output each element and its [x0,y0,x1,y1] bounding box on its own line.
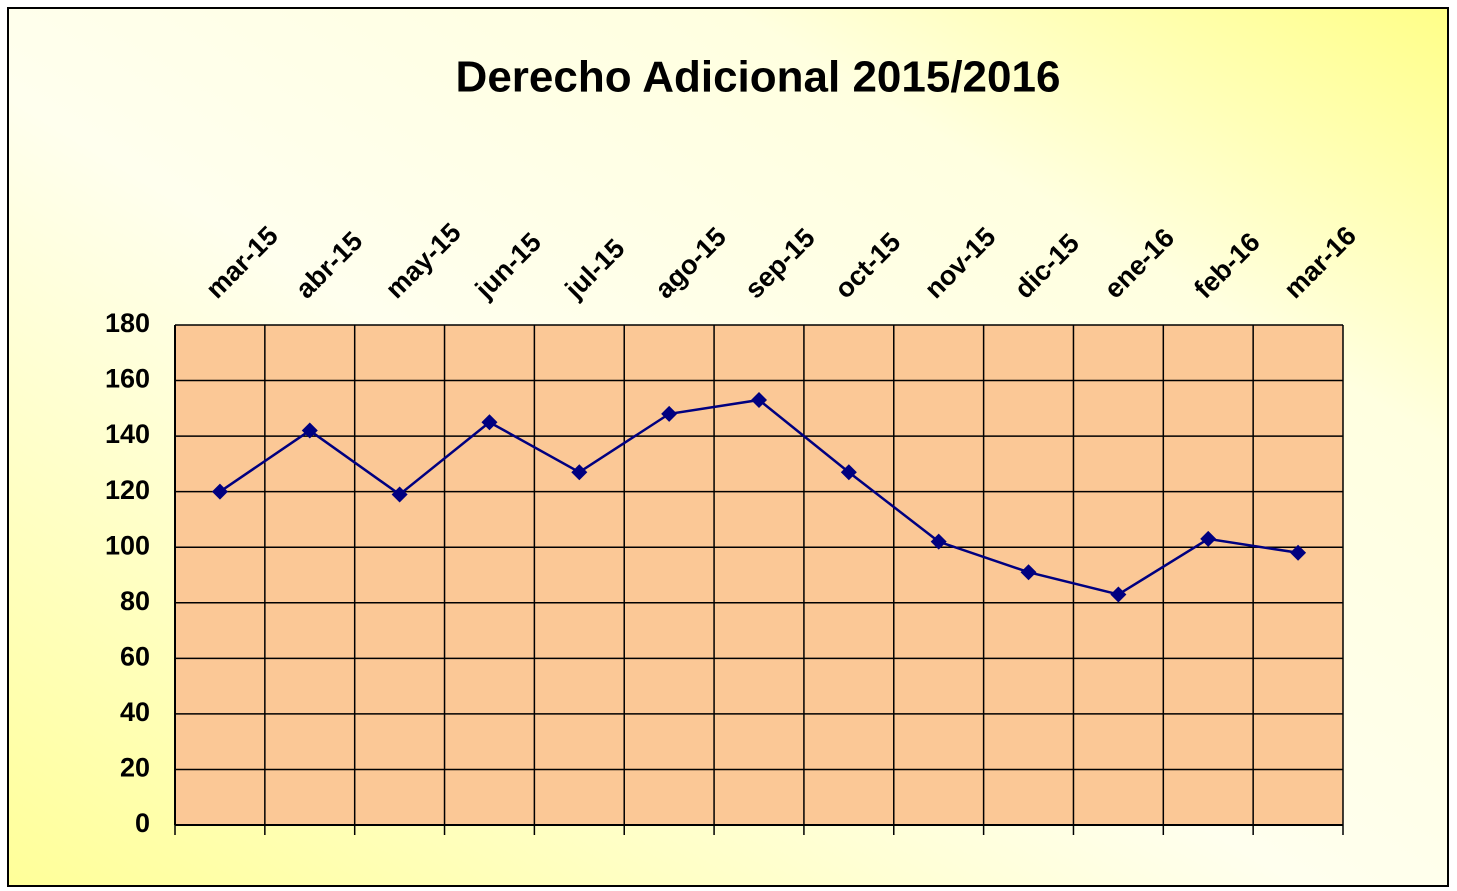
data-point [1110,586,1127,603]
data-point [391,486,408,503]
data-point [481,414,498,431]
y-tick-label: 0 [135,808,150,838]
y-tick-label: 20 [120,753,150,783]
data-point [1290,544,1307,561]
data-point [751,392,767,408]
data-point [840,464,857,481]
y-tick-label: 80 [120,586,150,616]
data-point [930,533,947,550]
y-tick-label: 160 [105,364,150,394]
data-point [301,422,318,439]
chart-title: Derecho Adicional 2015/2016 [456,53,1061,102]
data-point [211,483,228,500]
y-tick-label: 100 [105,530,150,560]
data-point [1020,564,1037,581]
y-tick-label: 180 [105,308,150,338]
data-point [661,405,678,422]
y-tick-label: 40 [120,697,150,727]
y-tick-label: 120 [105,475,150,505]
data-point [1200,530,1217,547]
y-tick-label: 60 [120,641,150,671]
data-point [571,464,588,481]
y-tick-label: 140 [105,419,150,449]
